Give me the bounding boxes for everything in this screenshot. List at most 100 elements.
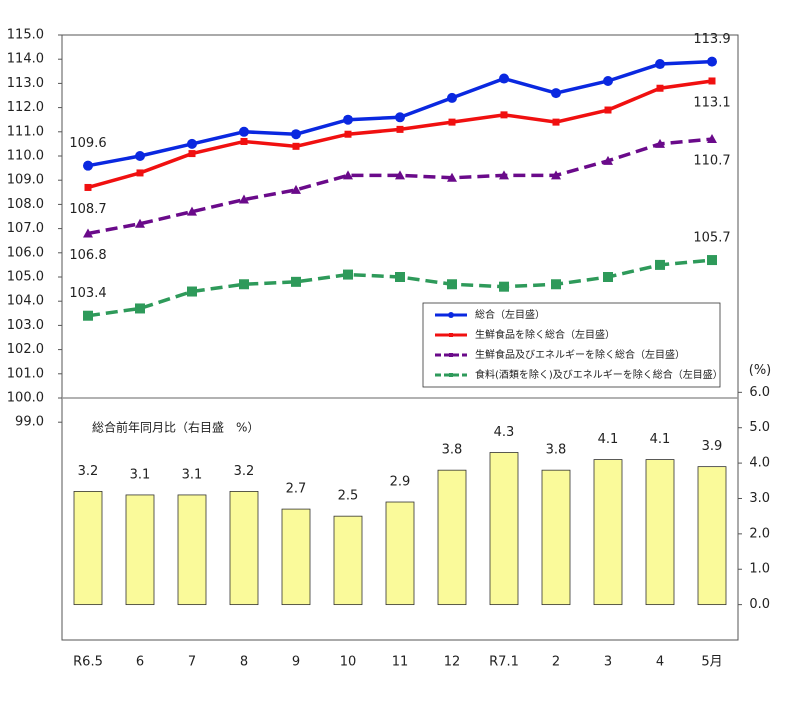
marker xyxy=(188,150,196,158)
marker xyxy=(707,56,717,67)
y-tick-label: 101.0 xyxy=(7,366,44,381)
marker xyxy=(291,129,301,140)
data-label: 3.1 xyxy=(130,467,151,482)
legend-label: 食料(酒類を除く)及びエネルギーを除く総合（左目盛） xyxy=(475,368,723,381)
data-label: 109.6 xyxy=(69,136,106,151)
y2-tick-label: 6.0 xyxy=(749,385,770,400)
data-label: 2.9 xyxy=(390,475,411,490)
marker xyxy=(83,310,93,321)
marker xyxy=(707,255,717,266)
y2-tick-label: 5.0 xyxy=(749,420,770,435)
y2-tick-label: 2.0 xyxy=(749,526,770,541)
y-tick-label: 105.0 xyxy=(7,270,44,285)
y-tick-label: 111.0 xyxy=(7,124,44,139)
data-label: 3.1 xyxy=(182,467,203,482)
marker xyxy=(187,286,197,297)
x-tick-label: 8 xyxy=(240,655,248,670)
marker xyxy=(499,281,509,292)
marker xyxy=(135,151,145,161)
data-label: 4.1 xyxy=(650,432,671,447)
bar xyxy=(489,452,519,606)
plot-frame xyxy=(61,34,739,641)
x-tick-label: 6 xyxy=(136,655,144,670)
marker xyxy=(552,118,560,126)
x-tick-label: 2 xyxy=(552,655,560,670)
marker xyxy=(396,125,404,133)
data-label: 3.2 xyxy=(234,464,255,479)
marker xyxy=(343,114,353,125)
data-label: 4.3 xyxy=(494,425,515,440)
marker xyxy=(83,160,93,171)
y-tick-label: 104.0 xyxy=(7,294,44,309)
y-tick-label: 112.0 xyxy=(7,100,44,115)
data-label: 3.8 xyxy=(442,443,463,458)
x-tick-label: 11 xyxy=(392,655,409,670)
x-tick-label: 3 xyxy=(604,655,612,670)
marker xyxy=(655,259,665,270)
marker xyxy=(603,155,613,165)
marker xyxy=(83,228,93,238)
y2-tick-label: 0.0 xyxy=(749,597,770,612)
marker xyxy=(291,276,301,287)
marker xyxy=(551,279,561,290)
legend-box xyxy=(422,302,721,388)
y-tick-label: 108.0 xyxy=(7,197,44,212)
bar xyxy=(281,508,311,606)
y-tick-label: 110.0 xyxy=(7,149,44,164)
y-tick-label: 106.0 xyxy=(7,245,44,260)
marker xyxy=(136,169,144,177)
y-tick-label: 100.0 xyxy=(7,391,44,406)
legend-label: 生鮮食品を除く総合（左目盛） xyxy=(475,328,615,341)
y-tick-label: 102.0 xyxy=(7,342,44,357)
series-caption: 総合前年同月比（右目盛 %） xyxy=(92,420,259,435)
x-tick-label: R6.5 xyxy=(73,655,103,670)
marker xyxy=(447,172,457,182)
marker xyxy=(239,194,249,204)
y-tick-label: 109.0 xyxy=(7,173,44,188)
bar xyxy=(333,515,363,606)
marker xyxy=(655,59,665,70)
data-label: 113.9 xyxy=(693,32,730,47)
marker xyxy=(499,73,509,84)
legend-label: 総合（左目盛） xyxy=(475,308,545,321)
data-label: 103.4 xyxy=(69,286,106,301)
x-tick-label: 7 xyxy=(188,655,196,670)
data-label: 2.7 xyxy=(286,482,307,497)
bar xyxy=(437,469,467,606)
bar xyxy=(541,469,571,606)
marker xyxy=(187,138,197,149)
y2-tick-label: 3.0 xyxy=(749,491,770,506)
legend: 総合（左目盛） 生鮮食品を除く総合（左目盛） 生鮮食品及びエネルギーを除く総合（左目… xyxy=(422,302,723,388)
marker xyxy=(603,75,613,86)
data-label: 3.9 xyxy=(702,439,723,454)
legend-marker xyxy=(449,333,453,337)
marker xyxy=(239,279,249,290)
marker xyxy=(135,218,145,228)
marker xyxy=(656,84,664,92)
legend-label: 生鮮食品及びエネルギーを除く総合（左目盛） xyxy=(475,348,685,361)
x-tick-label: 12 xyxy=(444,655,461,670)
y-tick-label: 113.0 xyxy=(7,76,44,91)
bar xyxy=(125,494,155,606)
bar xyxy=(697,466,727,606)
y-tick-label: 99.0 xyxy=(15,415,44,430)
legend-marker xyxy=(449,373,453,377)
marker xyxy=(292,142,300,150)
marker xyxy=(448,118,456,126)
line xyxy=(87,137,713,236)
data-label: 105.7 xyxy=(693,231,730,246)
marker xyxy=(447,92,457,103)
x-tick-label: 4 xyxy=(656,655,664,670)
data-label: 106.8 xyxy=(69,248,106,263)
marker xyxy=(447,279,457,290)
marker xyxy=(187,206,197,216)
bar xyxy=(229,491,259,606)
y-tick-label: 103.0 xyxy=(7,318,44,333)
marker xyxy=(395,170,405,180)
marker xyxy=(239,126,249,137)
bar xyxy=(73,491,103,606)
marker xyxy=(135,303,145,314)
data-label: 108.7 xyxy=(69,202,106,217)
marker xyxy=(707,134,717,144)
legend-marker xyxy=(449,353,453,357)
